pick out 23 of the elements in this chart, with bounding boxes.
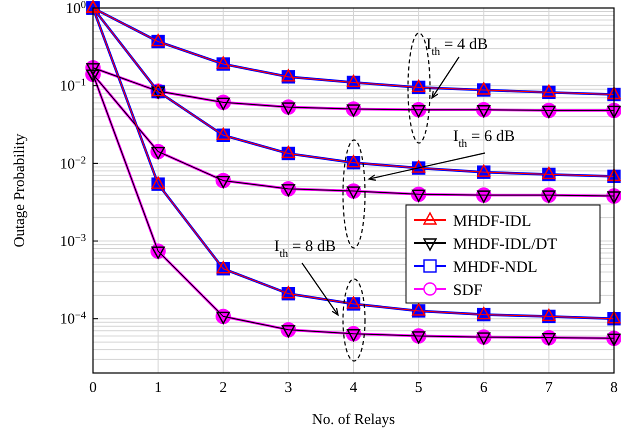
legend-label: SDF [453, 282, 482, 299]
x-tick-label: 8 [610, 380, 618, 396]
annotation: I$_{th}$ = 4 dB [426, 36, 488, 58]
legend-label: MHDF-IDL/DT [453, 236, 558, 253]
x-tick-label: 2 [220, 380, 227, 396]
x-tick-label: 6 [480, 380, 488, 396]
x-tick-label: 7 [545, 380, 554, 396]
x-tick-label: 5 [414, 380, 422, 396]
y-tick-label: 10$^{−2}$ [60, 154, 86, 172]
x-axis-title: No. of Relays [312, 412, 396, 428]
legend-label: MHDF-NDL [453, 259, 538, 276]
x-tick-label: 3 [284, 380, 292, 396]
legend-label: MHDF-IDL [453, 213, 532, 230]
annotation: I$_{th}$ = 6 dB [453, 128, 515, 150]
y-axis-title: Outage Probability [12, 133, 28, 248]
x-tick-label: 0 [89, 380, 97, 396]
y-tick-label: 10$^{0}$ [66, 0, 86, 17]
annotation: I$_{th}$ = 8 dB [274, 238, 336, 260]
x-tick-label: 4 [350, 380, 358, 396]
y-tick-label: 10$^{−3}$ [60, 232, 86, 250]
x-tick-label: 1 [154, 380, 162, 396]
y-tick-label: 10$^{−4}$ [60, 310, 87, 328]
y-tick-label: 10$^{−1}$ [60, 77, 86, 95]
